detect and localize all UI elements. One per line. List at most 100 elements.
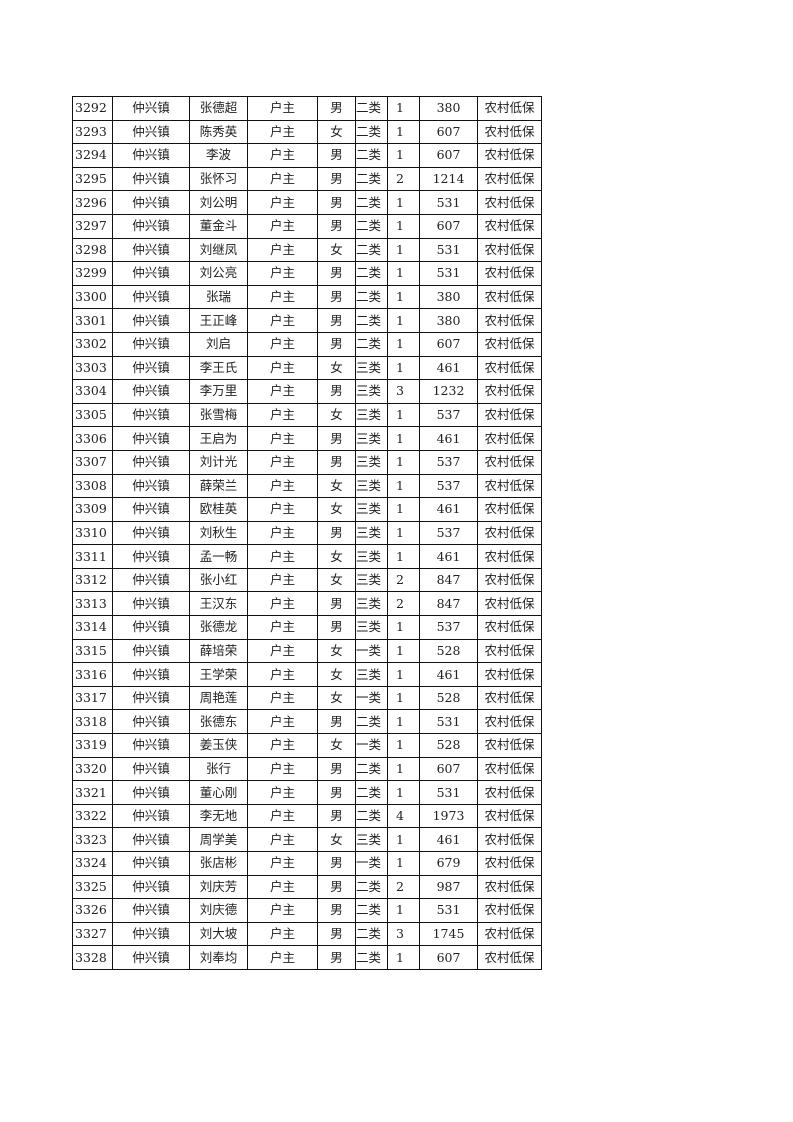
table-row: 3316 仲兴镇 王学荣 户主女三类 1 461 农村低保: [72, 662, 542, 687]
cell-assistance-type: 农村低保: [477, 591, 542, 617]
cell-assistance-type: 农村低保: [477, 945, 542, 970]
cell-household-size: 1: [387, 780, 420, 805]
cell-name: 董心刚: [189, 780, 248, 805]
cell-amount: 537: [419, 402, 478, 428]
table-row: 3307 仲兴镇 刘计光 户主男三类 1 537 农村低保: [72, 449, 542, 475]
cell-household-size: 1: [387, 520, 420, 546]
cell-gender: 女: [317, 827, 356, 852]
cell-category: 三类: [355, 497, 388, 522]
cell-name: 李无地: [189, 803, 248, 829]
cell-household-size: 1: [387, 237, 420, 263]
cell-row-number: 3295: [72, 166, 113, 192]
cell-amount: 607: [419, 213, 478, 239]
cell-category: 二类: [355, 96, 388, 121]
cell-gender: 男: [317, 261, 356, 286]
cell-relation: 户主: [247, 166, 318, 192]
cell-category: 三类: [355, 379, 388, 404]
cell-household-size: 2: [387, 567, 420, 593]
cell-row-number: 3297: [72, 213, 113, 239]
cell-amount: 847: [419, 591, 478, 617]
cell-gender: 女: [317, 355, 356, 381]
cell-relation: 户主: [247, 567, 318, 593]
cell-category: 二类: [355, 119, 388, 145]
cell-name: 张雪梅: [189, 402, 248, 428]
cell-row-number: 3305: [72, 402, 113, 428]
cell-category: 三类: [355, 567, 388, 593]
cell-assistance-type: 农村低保: [477, 284, 542, 310]
cell-name: 王启为: [189, 426, 248, 451]
cell-amount: 1214: [419, 166, 478, 192]
cell-town: 仲兴镇: [112, 96, 190, 121]
cell-gender: 男: [317, 756, 356, 782]
cell-gender: 男: [317, 190, 356, 215]
cell-town: 仲兴镇: [112, 497, 190, 522]
cell-row-number: 3294: [72, 143, 113, 168]
cell-assistance-type: 农村低保: [477, 237, 542, 263]
cell-assistance-type: 农村低保: [477, 331, 542, 357]
cell-category: 一类: [355, 638, 388, 664]
cell-amount: 537: [419, 473, 478, 499]
cell-gender: 男: [317, 96, 356, 121]
cell-name: 刘继凤: [189, 237, 248, 263]
cell-relation: 户主: [247, 308, 318, 333]
cell-row-number: 3304: [72, 379, 113, 404]
cell-amount: 607: [419, 143, 478, 168]
cell-category: 三类: [355, 544, 388, 569]
cell-town: 仲兴镇: [112, 237, 190, 263]
cell-town: 仲兴镇: [112, 827, 190, 852]
cell-name: 姜玉侠: [189, 733, 248, 758]
cell-town: 仲兴镇: [112, 331, 190, 357]
cell-town: 仲兴镇: [112, 544, 190, 569]
table-row: 3295 仲兴镇 张怀习 户主男二类 2 1214 农村低保: [72, 166, 542, 192]
cell-assistance-type: 农村低保: [477, 685, 542, 711]
cell-household-size: 1: [387, 638, 420, 664]
cell-amount: 987: [419, 874, 478, 900]
table-row: 3300 仲兴镇 张瑞 户主男二类 1 380 农村低保: [72, 284, 542, 310]
cell-name: 王学荣: [189, 662, 248, 687]
cell-row-number: 3310: [72, 520, 113, 546]
cell-category: 二类: [355, 284, 388, 310]
cell-name: 薛培荣: [189, 638, 248, 664]
cell-relation: 户主: [247, 733, 318, 758]
cell-category: 三类: [355, 662, 388, 687]
cell-amount: 380: [419, 308, 478, 333]
cell-gender: 女: [317, 237, 356, 263]
cell-relation: 户主: [247, 143, 318, 168]
cell-amount: 380: [419, 96, 478, 121]
cell-relation: 户主: [247, 662, 318, 687]
cell-name: 刘公亮: [189, 261, 248, 286]
cell-household-size: 1: [387, 733, 420, 758]
cell-relation: 户主: [247, 190, 318, 215]
cell-category: 三类: [355, 473, 388, 499]
cell-town: 仲兴镇: [112, 803, 190, 829]
cell-gender: 男: [317, 780, 356, 805]
cell-name: 刘奉均: [189, 945, 248, 970]
cell-category: 二类: [355, 331, 388, 357]
table-row: 3309 仲兴镇 欧桂英 户主女三类 1 461 农村低保: [72, 497, 542, 522]
cell-assistance-type: 农村低保: [477, 638, 542, 664]
cell-amount: 679: [419, 851, 478, 876]
cell-row-number: 3323: [72, 827, 113, 852]
cell-amount: 461: [419, 426, 478, 451]
cell-town: 仲兴镇: [112, 261, 190, 286]
cell-assistance-type: 农村低保: [477, 874, 542, 900]
cell-category: 三类: [355, 402, 388, 428]
cell-relation: 户主: [247, 426, 318, 451]
cell-assistance-type: 农村低保: [477, 213, 542, 239]
cell-name: 刘大坡: [189, 921, 248, 947]
cell-gender: 男: [317, 803, 356, 829]
cell-amount: 537: [419, 449, 478, 475]
table-row: 3328 仲兴镇 刘奉均 户主男二类 1 607 农村低保: [72, 945, 542, 970]
cell-household-size: 3: [387, 379, 420, 404]
cell-assistance-type: 农村低保: [477, 520, 542, 546]
cell-name: 薛荣兰: [189, 473, 248, 499]
cell-household-size: 1: [387, 827, 420, 852]
cell-row-number: 3324: [72, 851, 113, 876]
cell-row-number: 3316: [72, 662, 113, 687]
cell-amount: 1232: [419, 379, 478, 404]
cell-amount: 607: [419, 945, 478, 970]
cell-gender: 女: [317, 638, 356, 664]
cell-assistance-type: 农村低保: [477, 756, 542, 782]
table-row: 3301 仲兴镇 王正峰 户主男二类 1 380 农村低保: [72, 308, 542, 333]
cell-name: 张德龙: [189, 615, 248, 640]
